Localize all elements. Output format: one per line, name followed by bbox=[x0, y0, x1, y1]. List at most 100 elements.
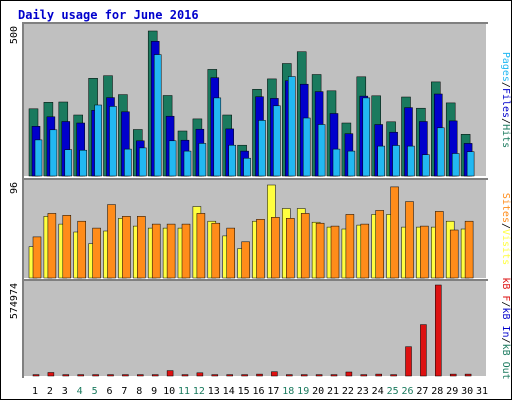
bar bbox=[49, 129, 58, 177]
x-tick-label: 31 bbox=[476, 386, 488, 397]
panel-legend: kB F/kB In/kB Out bbox=[500, 277, 511, 379]
bar bbox=[122, 216, 131, 279]
x-tick-label: 11 bbox=[178, 386, 190, 397]
bar bbox=[302, 117, 311, 177]
panel-kbytes: 574974 kB F/kB In/kB Out bbox=[9, 277, 511, 379]
bar bbox=[451, 153, 460, 177]
bar bbox=[330, 225, 340, 279]
bar bbox=[34, 139, 43, 177]
bar bbox=[345, 371, 353, 377]
x-tick-label: 1 bbox=[32, 386, 38, 397]
bar bbox=[317, 124, 326, 177]
bar bbox=[211, 222, 221, 279]
x-tick-label: 6 bbox=[106, 386, 112, 397]
y-max-label: 500 bbox=[9, 26, 20, 44]
bar bbox=[360, 223, 370, 279]
bar bbox=[407, 145, 415, 177]
x-tick-label: 3 bbox=[62, 386, 68, 397]
bar bbox=[241, 241, 250, 279]
bar bbox=[168, 140, 177, 177]
bar bbox=[181, 223, 191, 279]
bar bbox=[390, 186, 399, 279]
x-tick-label: 23 bbox=[357, 386, 369, 397]
bar bbox=[464, 220, 474, 279]
x-tick-label: 8 bbox=[136, 386, 142, 397]
x-tick-label: 13 bbox=[208, 386, 220, 397]
bar bbox=[437, 127, 445, 177]
bar bbox=[420, 324, 427, 377]
bar bbox=[137, 216, 146, 279]
bar bbox=[32, 236, 42, 279]
bar bbox=[405, 346, 412, 377]
legend-entry: kB F bbox=[500, 277, 511, 301]
x-tick-label: 19 bbox=[297, 386, 309, 397]
legend-entry: Files bbox=[500, 88, 511, 118]
series-pages bbox=[34, 54, 475, 177]
legend-entry: / bbox=[500, 82, 511, 88]
x-tick-label: 24 bbox=[372, 386, 384, 397]
bar bbox=[92, 227, 101, 279]
bar bbox=[464, 373, 472, 377]
x-tick-label: 20 bbox=[312, 386, 324, 397]
panel-visits-sites: 96 Sites/Visits bbox=[9, 178, 511, 280]
bar bbox=[332, 148, 341, 177]
x-tick-label: 2 bbox=[47, 386, 53, 397]
bar bbox=[286, 374, 293, 377]
x-tick-label: 4 bbox=[77, 386, 83, 397]
bar bbox=[392, 145, 400, 177]
legend-entry: Sites bbox=[500, 193, 511, 223]
x-tick-label: 18 bbox=[282, 386, 294, 397]
bar bbox=[79, 149, 87, 177]
x-tick-label: 7 bbox=[121, 386, 127, 397]
x-tick-label: 26 bbox=[401, 386, 413, 397]
bar bbox=[183, 150, 192, 177]
bar bbox=[390, 374, 397, 377]
x-tick-label: 29 bbox=[446, 386, 458, 397]
legend-entry: / bbox=[500, 118, 511, 124]
bar bbox=[47, 372, 55, 377]
x-tick-label: 12 bbox=[193, 386, 205, 397]
bar bbox=[360, 374, 368, 377]
bar bbox=[109, 106, 117, 177]
bar bbox=[92, 374, 99, 377]
bar bbox=[273, 105, 281, 177]
bar bbox=[271, 217, 280, 279]
y-max-label: 96 bbox=[9, 182, 20, 194]
bar bbox=[435, 284, 442, 377]
x-tick-label: 22 bbox=[342, 386, 354, 397]
bar bbox=[420, 225, 429, 279]
bar bbox=[377, 145, 385, 177]
legend-entry: / bbox=[500, 301, 511, 307]
bar bbox=[449, 373, 457, 377]
bar bbox=[256, 373, 263, 377]
bar bbox=[226, 227, 235, 279]
bar bbox=[422, 154, 430, 177]
bar bbox=[345, 214, 355, 279]
bar bbox=[228, 144, 236, 177]
x-tick-label: 17 bbox=[267, 386, 279, 397]
x-tick-label: 16 bbox=[252, 386, 264, 397]
x-tick-label: 10 bbox=[163, 386, 175, 397]
panel-legend: Sites/Visits bbox=[500, 193, 511, 265]
x-tick-label: 9 bbox=[151, 386, 157, 397]
x-tick-label: 15 bbox=[238, 386, 250, 397]
bar bbox=[315, 374, 323, 377]
bar bbox=[124, 148, 132, 177]
bar bbox=[286, 218, 295, 279]
bar bbox=[107, 204, 116, 279]
bar bbox=[139, 147, 147, 177]
bar bbox=[62, 374, 70, 377]
bar bbox=[211, 374, 219, 377]
series-kb-f bbox=[32, 284, 472, 377]
bar bbox=[300, 213, 310, 279]
bar bbox=[196, 213, 206, 279]
bar bbox=[449, 229, 459, 279]
x-tick-label: 25 bbox=[387, 386, 399, 397]
x-axis-labels: 1 2 3 4 5 6 7 8 9 10 11 12 13 14 15 16 17 18 19 20 21 22 23 24 2… bbox=[32, 386, 488, 397]
bar bbox=[32, 374, 40, 377]
bar bbox=[77, 374, 84, 377]
bar bbox=[243, 157, 251, 177]
x-tick-label: 14 bbox=[223, 386, 235, 397]
